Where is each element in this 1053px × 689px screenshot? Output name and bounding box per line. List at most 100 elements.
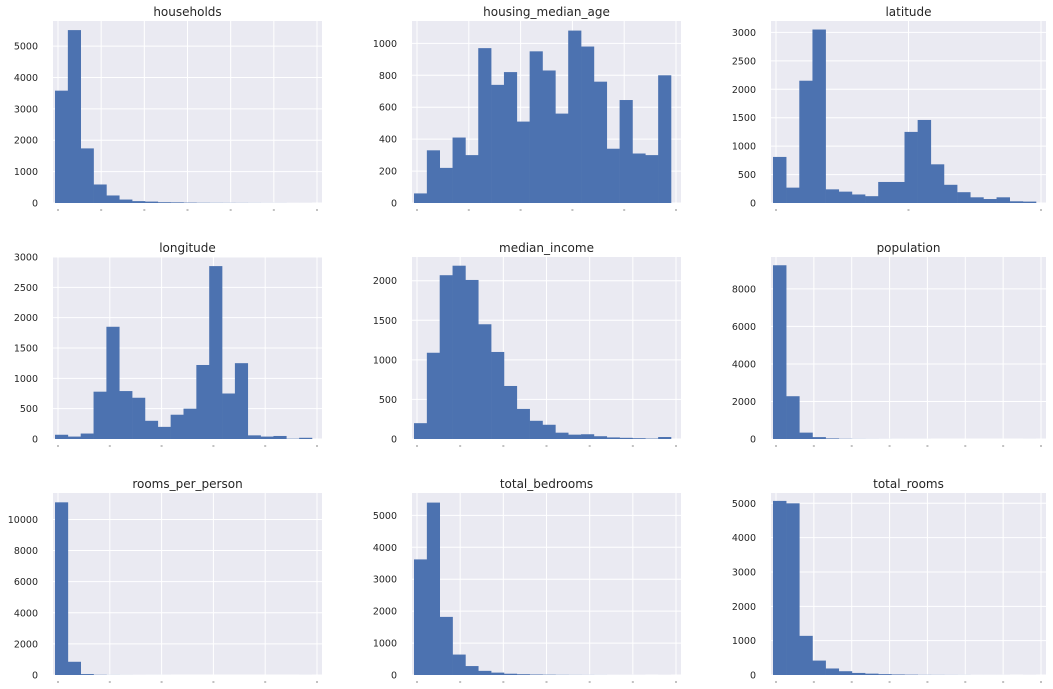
histogram-bar [491,84,505,203]
histogram-bar [55,434,69,439]
histogram-bar [222,393,236,439]
histogram-bar [799,635,813,675]
y-tick-label: 6000 [14,577,38,588]
y-tick-label: 2000 [732,602,756,613]
histogram-bar [773,156,787,203]
y-tick-label: 1000 [373,39,397,50]
histogram-panel-total-bedrooms: 0 1000 2000 3000 4000 5000 total_bedrooms [373,477,681,683]
histogram-bar [825,668,840,675]
histogram-bar [234,363,249,439]
y-tick-label: 5000 [373,511,397,522]
y-tick-label: 0 [391,435,397,446]
histogram-bar [478,48,492,203]
histogram-bar [851,194,866,203]
histogram-bar [426,352,440,439]
histogram-bar [299,437,313,439]
y-tick-label: 0 [391,671,397,682]
y-tick-label: 2000 [373,276,397,287]
histogram-bar [619,100,633,203]
histogram-bar [619,437,633,439]
plot-background [771,257,1046,439]
histogram-bar [542,70,556,204]
y-tick-label: 600 [379,103,397,114]
histogram-bar [812,437,826,439]
histogram-bar [838,671,853,675]
histogram-bar [825,438,840,439]
chart-title: population [877,241,941,255]
y-tick-label: 0 [391,199,397,210]
histogram-bar [465,279,479,439]
y-tick-label: 3000 [14,104,38,115]
histogram-bar [170,202,184,203]
histogram-bar [996,197,1010,203]
histogram-bar [581,434,595,439]
histogram-bar [555,113,569,203]
histogram-bar [478,324,492,439]
histogram-bar [786,187,800,203]
y-tick-label: 2500 [732,56,756,67]
histogram-bar [119,199,133,203]
histogram-bar [516,408,530,439]
histogram-bar [593,81,608,203]
histogram-bar [414,423,428,439]
y-tick-label: 8000 [732,284,756,295]
histogram-bar [542,424,556,439]
histogram-bar [943,184,958,203]
y-tick-label: 0 [750,435,756,446]
histogram-bar [465,155,479,203]
histogram-bar [773,500,787,675]
histogram-bar [439,275,453,439]
histogram-bar [80,433,94,439]
chart-title: housing_median_age [483,5,610,19]
histogram-bar [632,153,646,203]
histogram-bar [812,660,826,675]
y-tick-label: 3000 [732,567,756,578]
histogram-bar [957,192,971,203]
histogram-panel-housing-median-age: 0 200 400 600 800 1000 housing_median_age [373,5,681,211]
histogram-bar [93,184,107,203]
y-tick-label: 4000 [14,608,38,619]
y-tick-label: 10000 [8,515,38,526]
histogram-bar [970,197,984,203]
y-tick-label: 6000 [732,322,756,333]
histogram-bar [106,326,120,439]
histogram-bar [170,414,184,439]
histogram-bar [983,199,997,203]
chart-title: latitude [885,5,931,19]
histogram-bar [67,436,81,439]
y-tick-label: 8000 [14,546,38,557]
histogram-bar [491,351,505,439]
histogram-bar [439,616,453,675]
y-tick-label: 4000 [14,73,38,84]
histogram-bar [825,189,840,203]
histogram-bar [606,148,620,203]
y-tick-label: 5000 [14,42,38,53]
y-tick-label: 4000 [732,359,756,370]
histogram-bar [568,30,582,203]
histogram-bar [812,29,826,204]
histogram-bar [891,181,905,203]
histogram-bar [878,181,892,203]
histogram-bar [452,137,466,203]
y-tick-label: 800 [379,71,397,82]
histogram-bar [452,654,466,675]
histogram-bar [80,674,94,675]
histogram-bar [132,201,146,203]
y-tick-label: 2000 [732,85,756,96]
histogram-bar [503,673,518,675]
histogram-bar [132,397,146,439]
y-tick-label: 2000 [373,607,397,618]
histogram-panel-rooms-per-person: 0 2000 4000 6000 8000 10000 rooms_per_person [8,477,322,683]
histogram-bar [426,150,440,203]
histogram-panel-households: 0 1000 2000 3000 4000 5000 households [14,5,322,211]
histogram-bar [529,420,543,439]
y-tick-label: 1500 [732,113,756,124]
y-tick-label: 1000 [732,142,756,153]
histogram-panel-population: 0 2000 4000 6000 8000 population [732,241,1046,447]
y-tick-label: 3000 [14,253,38,264]
histogram-bar [80,148,94,203]
histogram-bar [658,437,672,439]
histogram-bar [799,432,813,439]
y-tick-label: 1000 [373,639,397,650]
y-tick-label: 3000 [732,28,756,39]
